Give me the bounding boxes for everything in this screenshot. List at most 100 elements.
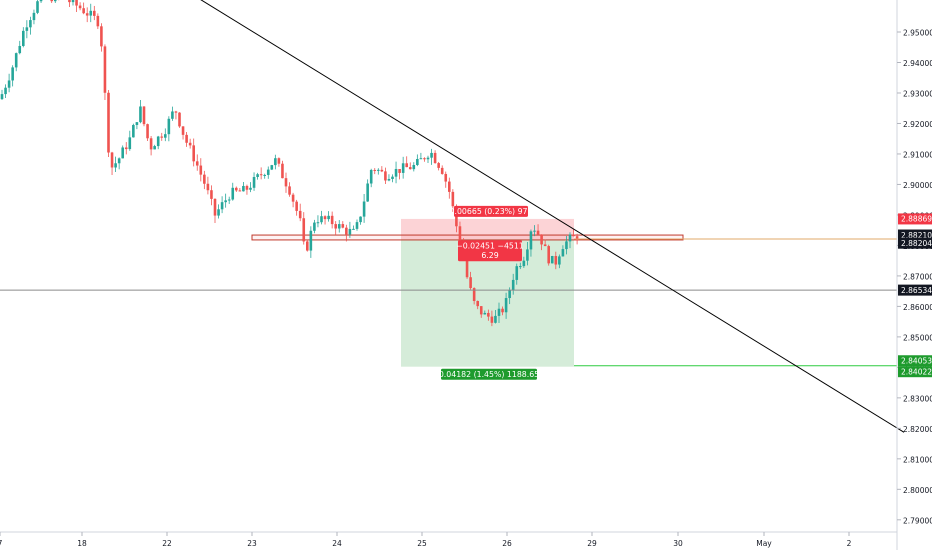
target-label-bg xyxy=(441,368,537,380)
mid-label-bg xyxy=(458,240,522,262)
candle-body xyxy=(522,260,526,267)
candle-body xyxy=(238,190,242,192)
price-label-bg xyxy=(898,237,932,249)
time-tick-label: 26 xyxy=(502,539,512,548)
candle-body xyxy=(213,198,217,216)
candle-body xyxy=(487,312,490,317)
candle-body xyxy=(96,15,100,27)
candle-body xyxy=(149,138,153,150)
candle-body xyxy=(526,249,529,261)
candle-body xyxy=(426,157,430,160)
candle-body xyxy=(288,186,291,195)
candle-body xyxy=(306,241,309,251)
candle-body xyxy=(295,201,298,211)
candle-body xyxy=(465,259,469,278)
candle-body xyxy=(124,147,128,150)
candle-body xyxy=(348,228,352,235)
price-axis[interactable]: 2.79000 2.80000 2.81000 2.82000 2.83000 2.840… xyxy=(896,0,932,550)
candle-body xyxy=(334,224,337,229)
candle-body xyxy=(377,169,380,171)
candle-body xyxy=(469,277,472,289)
candle-body xyxy=(362,201,366,217)
candle-body xyxy=(22,30,25,46)
target-label: 0.04182 (1.45%) 1188.65 xyxy=(439,370,539,379)
candle-body xyxy=(444,173,448,182)
candle-body xyxy=(320,216,323,223)
mid-label-line2: 6.29 xyxy=(481,251,498,260)
candle-body xyxy=(53,0,57,2)
candle-body xyxy=(195,161,199,166)
candle-body xyxy=(352,228,355,230)
price-label: 2.84053 xyxy=(901,357,932,366)
candle-body xyxy=(231,187,235,200)
price-tick-label: 2.85000 xyxy=(903,333,932,342)
candle-body xyxy=(0,94,4,100)
candle-body xyxy=(572,234,575,237)
candle-body xyxy=(543,244,547,247)
candle-body xyxy=(398,168,401,173)
candle-body xyxy=(479,306,483,315)
candle-body xyxy=(302,218,306,242)
candle-body xyxy=(277,158,281,164)
price-tick-label: 2.93000 xyxy=(903,89,932,98)
candle-body xyxy=(369,169,373,184)
candle-body xyxy=(515,266,519,280)
candle-body xyxy=(36,1,39,13)
candle-body xyxy=(519,266,522,268)
candle-body xyxy=(416,158,419,166)
candle-body xyxy=(110,152,114,168)
candle-body xyxy=(160,136,164,138)
trendline[interactable] xyxy=(186,0,905,433)
candle-body xyxy=(497,308,501,316)
candle-body xyxy=(533,230,536,232)
candle-body xyxy=(494,315,497,323)
candle-body xyxy=(227,199,231,201)
candle-body xyxy=(107,92,110,153)
price-label: 2.86534 xyxy=(901,286,932,295)
candle-body xyxy=(188,142,192,146)
candle-body xyxy=(341,224,345,228)
candle-body xyxy=(199,165,203,175)
candle-body xyxy=(423,158,426,160)
price-tick-label: 2.87000 xyxy=(903,272,932,281)
price-label: 2.88204 xyxy=(901,239,932,248)
candle-body xyxy=(263,174,266,176)
time-tick-label: 30 xyxy=(673,539,683,548)
candle-body xyxy=(25,27,29,31)
candle-body xyxy=(171,111,174,119)
candle-body xyxy=(224,200,227,203)
candle-body xyxy=(284,178,288,187)
candle-body xyxy=(380,169,384,172)
candle-body xyxy=(93,10,96,16)
candle-body xyxy=(245,185,249,190)
candle-body xyxy=(252,176,256,188)
candle-body xyxy=(433,152,437,164)
time-tick-label: 25 xyxy=(417,539,427,548)
candle-body xyxy=(274,158,277,166)
candle-body xyxy=(78,5,82,9)
candle-body xyxy=(472,288,476,302)
candle-body xyxy=(270,165,274,170)
candle-body xyxy=(508,290,511,299)
candle-body xyxy=(103,46,107,93)
time-axis[interactable]: 7 18 22 23 24 25 26 29 30 May 2 xyxy=(0,531,897,548)
time-tick-label: 24 xyxy=(332,539,342,548)
candle-body xyxy=(164,134,167,138)
price-label-bg xyxy=(898,355,932,367)
price-tick-label: 2.81000 xyxy=(903,455,932,464)
candle-body xyxy=(345,227,348,235)
price-label-bg xyxy=(898,284,932,296)
candle-body xyxy=(401,163,405,173)
candle-body xyxy=(291,194,295,202)
candle-body xyxy=(330,215,334,225)
candle-body xyxy=(451,191,455,207)
price-label: 2.88210 xyxy=(901,231,932,240)
candle-body xyxy=(11,67,14,81)
candle-body xyxy=(32,12,36,21)
candle-body xyxy=(7,80,11,88)
candle-body xyxy=(29,20,32,28)
candle-body xyxy=(71,0,75,3)
horizontal-lines xyxy=(0,238,897,367)
candle-body xyxy=(565,241,568,250)
